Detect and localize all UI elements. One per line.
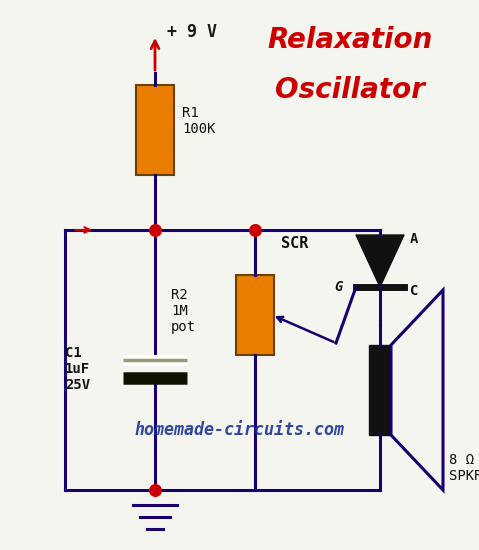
Point <box>151 226 159 234</box>
Text: C: C <box>410 284 418 298</box>
Text: Oscillator: Oscillator <box>275 76 425 104</box>
Text: homemade-circuits.com: homemade-circuits.com <box>135 421 345 439</box>
Text: SCR: SCR <box>281 236 308 251</box>
Bar <box>136 85 174 175</box>
Point <box>251 226 259 234</box>
Text: + 9 V: + 9 V <box>167 23 217 41</box>
Text: R1
100K: R1 100K <box>182 106 216 136</box>
Bar <box>369 345 391 435</box>
Bar <box>236 275 274 355</box>
Point <box>151 486 159 494</box>
Polygon shape <box>356 235 404 287</box>
Text: 8 Ω
SPKR: 8 Ω SPKR <box>449 453 479 483</box>
Text: Relaxation: Relaxation <box>267 26 433 54</box>
Text: A: A <box>410 232 418 246</box>
Text: R2
1M
pot: R2 1M pot <box>171 288 196 334</box>
Polygon shape <box>391 290 443 490</box>
Text: G: G <box>334 280 342 294</box>
Text: C1
1uF
25V: C1 1uF 25V <box>65 346 90 392</box>
